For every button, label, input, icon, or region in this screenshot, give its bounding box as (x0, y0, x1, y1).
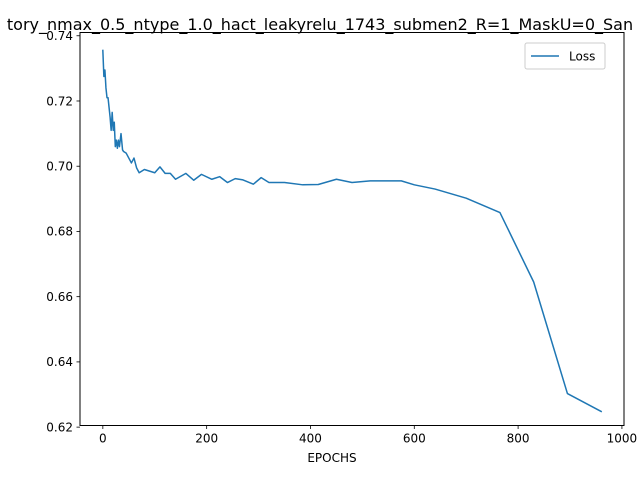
plot-frame (79, 32, 625, 426)
chart-title: tory_nmax_0.5_ntype_1.0_hact_leakyrelu_1… (7, 15, 633, 35)
x-tick-label: 600 (403, 432, 426, 446)
series-line-loss (102, 49, 603, 413)
y-axis-ticks: 0.62 0.64 0.66 0.68 0.70 0.72 0.74 (46, 29, 80, 434)
x-tick-label: 200 (195, 432, 218, 446)
y-tick-label: 0.68 (46, 225, 73, 239)
y-tick-label: 0.70 (46, 160, 73, 174)
plot-layer (102, 49, 603, 413)
x-tick-label: 0 (99, 432, 107, 446)
legend-box (524, 42, 606, 70)
legend-label-loss: Loss (569, 50, 595, 64)
y-tick-label: 0.74 (46, 29, 73, 43)
x-axis-ticks: 0 200 400 600 800 1000 (99, 425, 638, 446)
x-axis-label: EPOCHS (307, 451, 356, 465)
y-tick-label: 0.62 (46, 420, 73, 434)
y-tick-label: 0.72 (46, 94, 73, 108)
x-tick-label: 1000 (607, 432, 638, 446)
x-tick-label: 400 (299, 432, 322, 446)
legend: Loss (524, 42, 606, 70)
x-tick-label: 800 (507, 432, 530, 446)
y-tick-label: 0.64 (46, 355, 73, 369)
y-tick-label: 0.66 (46, 290, 73, 304)
